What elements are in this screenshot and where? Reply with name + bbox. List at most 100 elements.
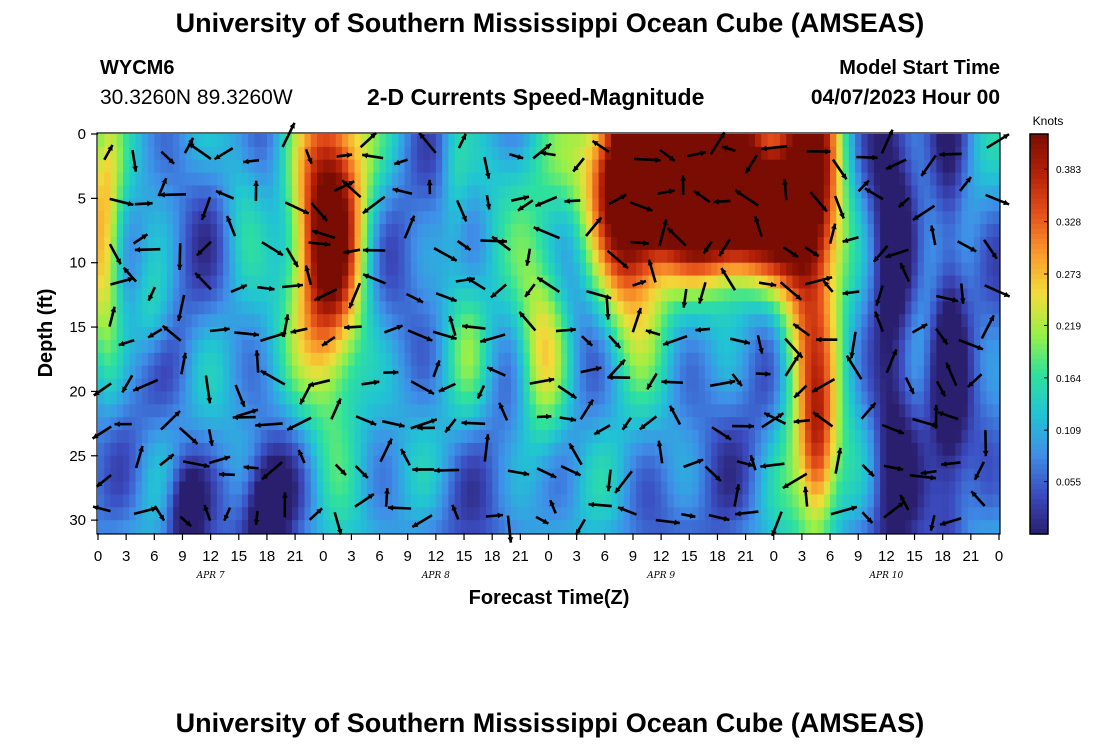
heatmap-cell [961,481,969,495]
heatmap-cell [392,494,399,508]
heatmap-cell [848,378,856,393]
heatmap-cell [786,198,794,212]
heatmap-cell [886,481,894,495]
heatmap-cell [861,249,869,264]
current-vector [297,449,306,464]
heatmap-cell [116,391,124,405]
heatmap-cell [148,146,155,161]
heatmap-cell [248,494,256,508]
heatmap-cell [454,185,462,199]
heatmap-cell [98,236,105,251]
heatmap-cell [604,224,612,238]
heatmap-cell [786,507,794,521]
current-vector [883,464,904,472]
heatmap-cell [786,520,794,534]
heatmap-cell [623,404,631,418]
current-vector [659,148,676,163]
heatmap-cell [930,172,938,187]
heatmap-cell [761,262,769,277]
heatmap-cell [754,468,762,483]
heatmap-cell [973,224,981,238]
heatmap-cell [285,520,293,534]
heatmap-cell [191,430,199,444]
heatmap-cell [855,172,862,187]
heatmap-cell [473,314,481,328]
heatmap-cell [917,198,925,212]
heatmap-cell [986,507,994,521]
heatmap-cell [673,211,681,225]
heatmap-cell [736,417,744,431]
heatmap-cell [905,520,913,534]
x-tick-label: 18 [484,548,501,565]
heatmap-cell [316,288,324,302]
heatmap-cell [654,198,662,212]
heatmap-cell [492,468,500,483]
current-vector [793,418,811,425]
heatmap-cell [310,404,318,418]
heatmap-cell [467,249,475,264]
current-vector [792,322,811,337]
heatmap-cell [992,378,1000,393]
heatmap-cell [273,327,281,341]
heatmap-cell [241,146,249,161]
heatmap-cell [967,172,975,187]
heatmap-cell [836,275,844,290]
heatmap-cell [736,468,744,483]
heatmap-cell [748,236,756,251]
heatmap-cell [761,249,769,264]
heatmap-cell [260,134,268,148]
heatmap-cell [611,211,618,225]
heatmap-cell [123,172,130,187]
heatmap-cell [873,520,881,534]
current-vector [410,418,438,430]
heatmap-cell [329,146,337,161]
heatmap-cell [992,224,1000,238]
heatmap-cell [223,198,230,212]
heatmap-cell [936,185,944,199]
heatmap-cell [911,378,919,393]
heatmap-cell [942,417,950,431]
heatmap-cell [898,352,906,367]
heatmap-cell [248,172,256,187]
heatmap-cell [385,198,393,212]
heatmap-cell [529,288,537,302]
heatmap-cell [210,391,218,405]
heatmap-cell [342,430,349,444]
heatmap-cell [642,288,650,302]
current-vector [983,239,998,260]
heatmap-cell [955,301,963,315]
heatmap-cell [692,288,700,302]
heatmap-cell [492,159,500,174]
heatmap-cell [867,198,875,212]
heatmap-cell [873,314,881,328]
heatmap-cell [686,391,694,405]
heatmap-cell [191,494,199,508]
heatmap-cell [385,236,393,251]
heatmap-cell [548,417,556,431]
heatmap-cell [510,262,518,277]
heatmap-cell [830,275,837,290]
heatmap-cell [992,236,1000,251]
heatmap-cell [179,404,187,418]
heatmap-cell [385,185,393,199]
heatmap-cell [654,365,662,380]
heatmap-cell [141,262,149,277]
colorbar-swatch [1030,244,1048,250]
heatmap-cell [473,339,481,354]
heatmap-cell [867,134,875,148]
heatmap-cell [529,442,537,457]
heatmap-cell [148,455,155,470]
heatmap-cell [504,481,512,495]
heatmap-cell [855,314,862,328]
current-vector [658,219,668,247]
heatmap-cell [173,455,180,470]
heatmap-cell [748,404,756,418]
heatmap-cell [135,391,143,405]
heatmap-cell [304,365,312,380]
heatmap-cell [792,236,800,251]
heatmap-cell [523,185,531,199]
heatmap-cell [704,211,712,225]
heatmap-cell [473,430,481,444]
heatmap-cell [642,198,650,212]
